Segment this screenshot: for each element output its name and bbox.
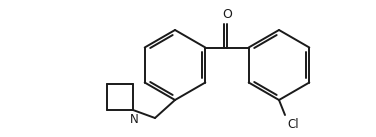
- Text: N: N: [130, 113, 138, 126]
- Text: O: O: [222, 8, 232, 22]
- Text: Cl: Cl: [287, 118, 299, 131]
